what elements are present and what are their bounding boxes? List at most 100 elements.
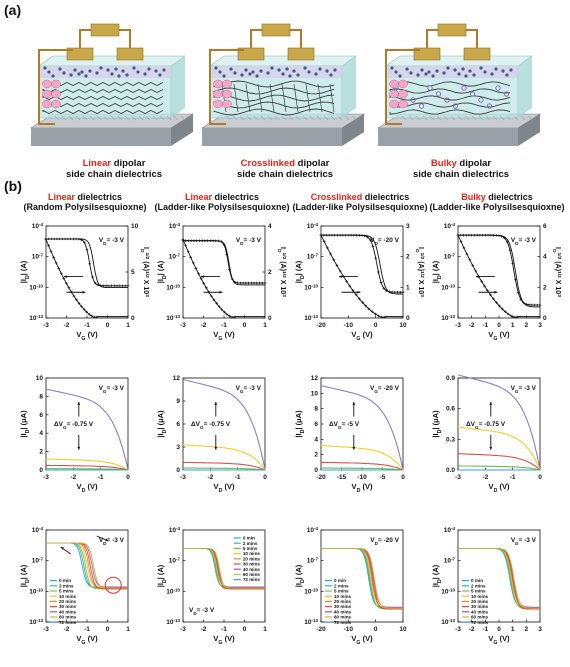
y-tick-label: 10-7 xyxy=(307,252,319,260)
sqrt-curve xyxy=(457,234,517,318)
molecule-dot xyxy=(248,72,252,76)
dielectric-side xyxy=(342,56,356,118)
x-tick-label: 0 xyxy=(538,474,542,481)
molecule-dot xyxy=(58,67,62,71)
transfer-marker xyxy=(538,303,542,307)
output-curve-yellow xyxy=(182,444,266,471)
substrate-texture xyxy=(68,115,74,121)
transfer-marker xyxy=(222,243,226,247)
y-tick-label: 0 xyxy=(314,467,318,474)
sqrt-marker xyxy=(322,240,326,243)
vd-annotation: VD= -3 V xyxy=(511,537,537,546)
legend-label: 40 mins xyxy=(471,609,489,614)
y-tick-label: 10-4 xyxy=(444,526,456,535)
molecule-dot xyxy=(405,67,409,71)
dipole xyxy=(398,79,408,89)
substrate-texture xyxy=(443,115,449,121)
dielectric-side xyxy=(171,56,185,118)
molecule-dot xyxy=(325,69,329,73)
dipole xyxy=(389,79,399,89)
substrate-texture xyxy=(351,115,357,121)
molecule-dot xyxy=(501,69,505,73)
arrow-head xyxy=(489,401,493,405)
y-tick-label: 10-13 xyxy=(166,618,180,627)
substrate-texture xyxy=(225,115,231,121)
x-tick-label: -2 xyxy=(64,626,70,633)
x-tick-label: 0 xyxy=(263,474,267,481)
column-rest: dielectrics xyxy=(362,192,410,202)
y2-tick-label: 0 xyxy=(268,315,272,322)
molecule-dot xyxy=(233,71,237,75)
legend-label: 30 mins xyxy=(243,562,261,567)
transfer-curve-reverse xyxy=(321,234,403,295)
transfer-marker xyxy=(497,234,501,237)
molecule-dot xyxy=(51,74,55,78)
molecule-dot xyxy=(77,72,81,76)
sqrt-marker xyxy=(364,304,368,308)
sqrt-marker xyxy=(223,310,226,314)
substrate-texture xyxy=(152,115,158,121)
molecule-dot xyxy=(259,69,263,73)
molecule-dot xyxy=(435,69,439,73)
sqrt-marker xyxy=(212,298,216,302)
substrate-texture xyxy=(239,115,245,121)
device-svg xyxy=(200,23,366,146)
vd-annotation: VD= -3 V xyxy=(99,237,125,246)
transfer-marker xyxy=(230,277,234,281)
transfer-marker xyxy=(459,233,463,237)
y2-axis-label: ID1/2 (A)1/2 X 103 xyxy=(140,247,151,297)
molecule-dot xyxy=(427,70,431,74)
molecule-dot xyxy=(84,74,88,78)
legend-label: 60 mins xyxy=(59,615,77,620)
molecule-dot xyxy=(73,68,77,72)
sqrt-marker xyxy=(44,238,48,241)
dipole xyxy=(213,89,223,99)
substrate-texture xyxy=(436,115,442,121)
column-highlight: Linear xyxy=(47,192,75,202)
molecule-dot xyxy=(398,74,402,78)
caption-rest: dipolar xyxy=(456,158,492,169)
y-tick-label: 10-10 xyxy=(166,587,180,596)
x-axis-label: VG (V) xyxy=(213,330,235,342)
polymer-chain xyxy=(389,95,511,101)
sqrt-marker xyxy=(503,310,507,313)
vg-annotation: VG= -3 V xyxy=(511,385,537,394)
crosslink xyxy=(281,83,287,113)
arrow-head xyxy=(105,538,109,542)
y-tick-label: 10-13 xyxy=(304,314,318,323)
y-tick-label: 10 xyxy=(311,390,319,397)
legend-label: 20 mins xyxy=(471,599,489,604)
legend-label: 72 mins xyxy=(59,620,77,625)
substrate-texture xyxy=(145,115,151,121)
x-axis-label: VD (V) xyxy=(214,482,235,494)
column-highlight: Bulky xyxy=(461,192,486,202)
x-tick-label: 0 xyxy=(374,626,378,633)
y2-tick-label: 2 xyxy=(268,269,272,276)
y-tick-label: 10-13 xyxy=(441,314,455,323)
substrate-texture xyxy=(131,115,137,121)
transfer-marker xyxy=(467,233,471,237)
sqrt-marker xyxy=(319,233,323,237)
transfer-marker xyxy=(195,239,198,243)
transfer-marker xyxy=(77,237,81,241)
device-svg xyxy=(376,23,542,146)
sqrt-marker xyxy=(512,315,516,319)
transfer-marker xyxy=(118,284,122,288)
bulky-group xyxy=(495,85,501,91)
substrate-texture xyxy=(246,115,252,121)
transfer-marker xyxy=(115,284,119,288)
substrate-texture xyxy=(96,115,102,121)
output-chart-2: -3 -2 -1 0 12 9 6 3 0 VD (V) |ID| (μA) VG= -3 V ΔVG=… xyxy=(156,375,267,494)
molecule-dot xyxy=(69,73,73,77)
y2-tick-label: 0 xyxy=(543,315,547,322)
legend-label: 5 mins xyxy=(243,546,258,551)
transfer-marker xyxy=(228,268,231,271)
arrow-head xyxy=(60,547,64,550)
transfer-marker xyxy=(200,239,204,243)
y2-tick-label: 1 xyxy=(406,284,410,291)
substrate-texture xyxy=(401,115,407,121)
x-tick-label: 0 xyxy=(497,322,501,329)
legend-label: 10 mins xyxy=(334,594,352,599)
sqrt-marker xyxy=(181,238,185,241)
transfer-marker xyxy=(385,289,388,293)
